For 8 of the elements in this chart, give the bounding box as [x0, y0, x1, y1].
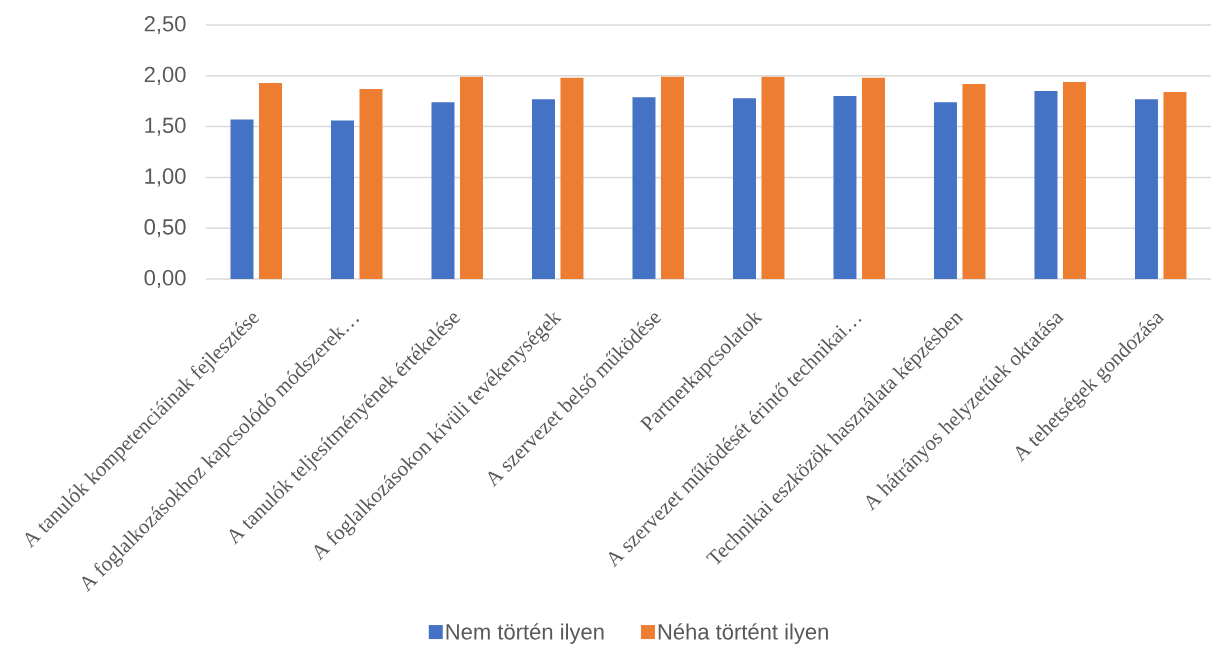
legend-label: Nem történ ilyen — [446, 623, 604, 644]
y-tick-label: 1,00 — [145, 168, 186, 187]
y-tick-label: 2,00 — [144, 66, 186, 85]
y-tick-label: 0,00 — [144, 269, 186, 289]
y-tick-label: 1,50 — [145, 117, 186, 136]
y-tick-label: 0,50 — [144, 219, 186, 238]
legend-label: Néha történt ilyen — [658, 623, 828, 644]
y-tick-label: 2,50 — [144, 15, 186, 35]
